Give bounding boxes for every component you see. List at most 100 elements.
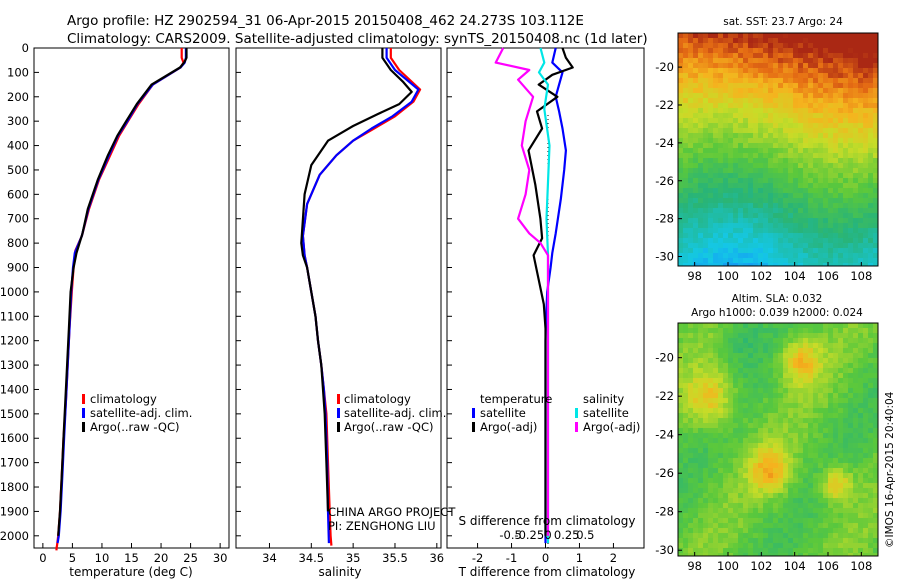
map-cell	[683, 178, 689, 184]
map-cell	[683, 338, 689, 344]
map-cell	[698, 103, 704, 109]
map-cell	[728, 493, 734, 499]
map-cell	[748, 458, 754, 464]
map-cell	[708, 423, 714, 429]
map-cell	[743, 83, 749, 89]
map-cell	[823, 518, 829, 524]
map-cell	[788, 218, 794, 224]
map-cell	[863, 338, 869, 344]
map-cell	[798, 478, 804, 484]
map-cell	[793, 323, 799, 329]
map-cell	[783, 488, 789, 494]
map-cell	[808, 123, 814, 129]
map-cell	[833, 408, 839, 414]
map-cell	[833, 423, 839, 429]
map-cell	[773, 458, 779, 464]
map-cell	[788, 408, 794, 414]
map-cell	[758, 478, 764, 484]
map-cell	[683, 263, 689, 266]
map-cell	[803, 518, 809, 524]
map-cell	[728, 203, 734, 209]
map-cell	[743, 263, 749, 266]
map-cell	[763, 218, 769, 224]
map-cell	[763, 68, 769, 74]
map-cell	[758, 83, 764, 89]
map-cell	[823, 173, 829, 179]
map-cell	[743, 43, 749, 49]
map-cell	[843, 258, 849, 264]
map-cell	[713, 493, 719, 499]
map-cell	[728, 218, 734, 224]
map-cell	[838, 33, 844, 39]
map-cell	[833, 493, 839, 499]
map-cell	[853, 433, 859, 439]
map-cell	[753, 103, 759, 109]
map-cell	[813, 358, 819, 364]
map-cell	[678, 43, 684, 49]
map-cell	[853, 418, 859, 424]
map-cell	[718, 543, 724, 549]
map-cell	[838, 433, 844, 439]
map-cell	[683, 53, 689, 59]
map-cell	[808, 363, 814, 369]
map-cell	[773, 63, 779, 69]
map-cell	[778, 253, 784, 259]
map-cell	[743, 348, 749, 354]
map-cell	[748, 223, 754, 229]
map-cell	[738, 423, 744, 429]
map-cell	[778, 88, 784, 94]
map-cell	[713, 353, 719, 359]
map-cell	[758, 443, 764, 449]
map-cell	[788, 243, 794, 249]
map-cell	[838, 243, 844, 249]
map-cell	[738, 428, 744, 434]
map-cell	[698, 453, 704, 459]
map-cell	[813, 348, 819, 354]
map-cell	[833, 83, 839, 89]
map-cell	[733, 68, 739, 74]
map-cell	[858, 333, 864, 339]
map-cell	[773, 438, 779, 444]
map-cell	[753, 33, 759, 39]
map-cell	[728, 533, 734, 539]
map-cell	[753, 163, 759, 169]
map-cell	[858, 383, 864, 389]
map-cell	[718, 398, 724, 404]
s-tick-label: -0.5	[499, 528, 521, 542]
map-cell	[748, 83, 754, 89]
difference-legend: temperature salinity satellite Argo(-adj…	[472, 392, 640, 434]
map-cell	[798, 403, 804, 409]
map-cell	[698, 348, 704, 354]
map-cell	[838, 498, 844, 504]
map-cell	[868, 553, 874, 556]
map-cell	[793, 373, 799, 379]
map-cell	[728, 348, 734, 354]
map-cell	[753, 68, 759, 74]
map-cell	[823, 88, 829, 94]
map-cell	[813, 128, 819, 134]
map-cell	[833, 458, 839, 464]
map-cell	[858, 513, 864, 519]
map-cell	[748, 78, 754, 84]
map-cell	[828, 103, 834, 109]
map-cell	[708, 198, 714, 204]
map-cell	[773, 178, 779, 184]
map-cell	[863, 243, 869, 249]
map-cell	[778, 243, 784, 249]
map-cell	[868, 478, 874, 484]
map-cell	[698, 178, 704, 184]
map-x-tick-label: 102	[750, 559, 772, 573]
map-cell	[828, 263, 834, 266]
map-cell	[708, 393, 714, 399]
map-cell	[733, 433, 739, 439]
map-cell	[688, 393, 694, 399]
map-cell	[848, 93, 854, 99]
map-cell	[793, 38, 799, 44]
map-cell	[848, 448, 854, 454]
map-cell	[783, 223, 789, 229]
map-cell	[833, 193, 839, 199]
map-cell	[808, 333, 814, 339]
map-cell	[733, 483, 739, 489]
map-cell	[823, 333, 829, 339]
map-cell	[858, 488, 864, 494]
